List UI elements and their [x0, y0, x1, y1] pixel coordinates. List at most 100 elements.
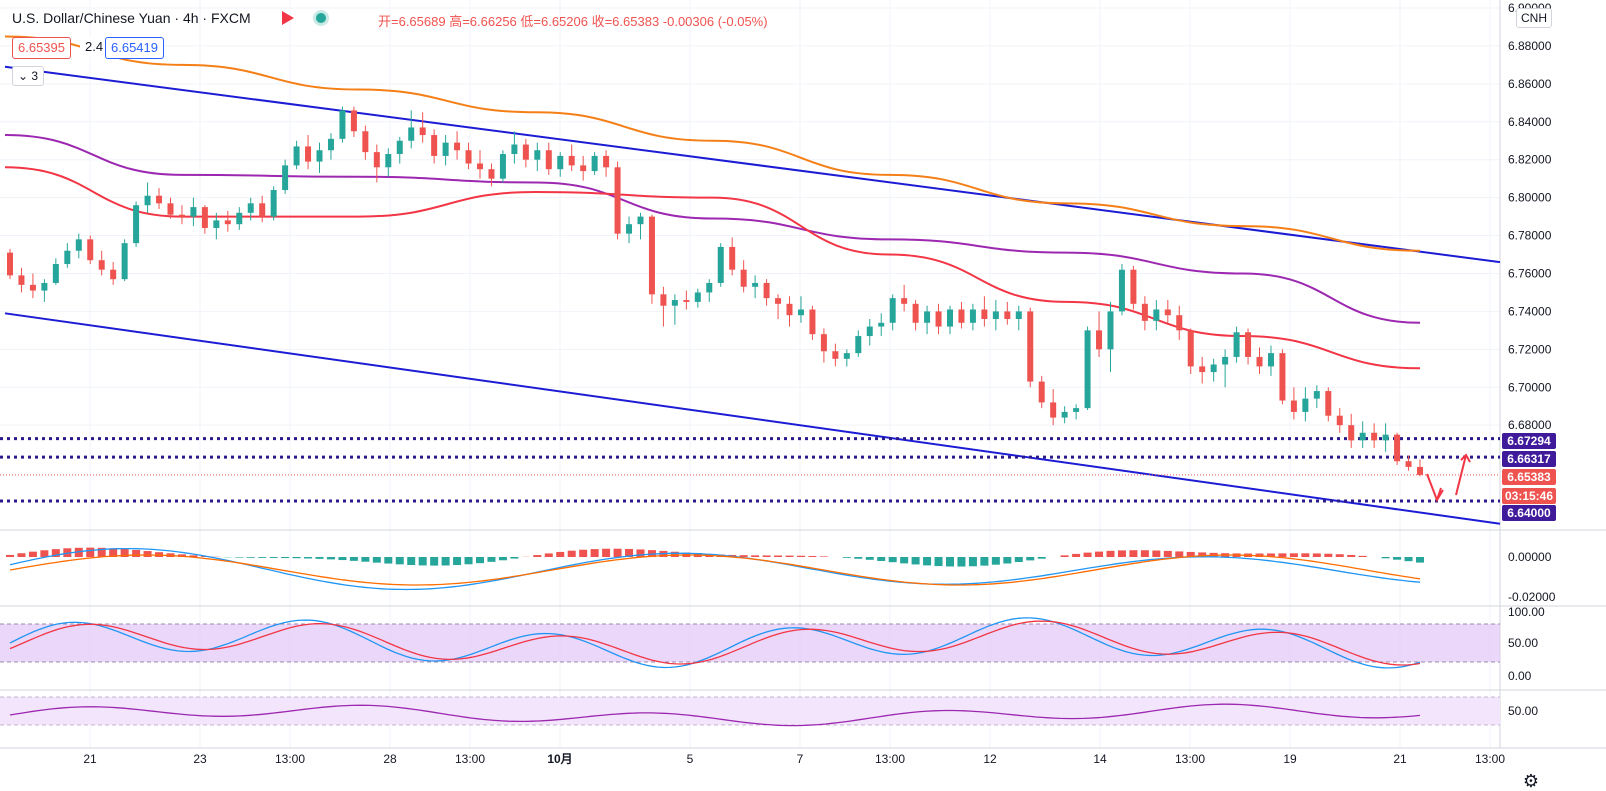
macd-bar — [567, 550, 576, 557]
trend-lines — [0, 35, 1501, 525]
ask-price[interactable]: 6.65419 — [105, 37, 164, 59]
macd-bar — [1278, 553, 1287, 557]
price-tick: 6.88000 — [1508, 39, 1552, 53]
candle — [499, 154, 506, 179]
macd-bar — [1152, 550, 1161, 557]
price-axis[interactable]: 6.68000 6.70000 6.72000 6.74000 6.76000 6.780… — [1508, 1, 1556, 718]
candle — [935, 311, 942, 327]
candle — [706, 282, 713, 293]
candle — [465, 150, 472, 164]
price-tick: 6.80000 — [1508, 191, 1552, 205]
time-tick: 10月 — [547, 752, 572, 766]
candle — [18, 275, 25, 285]
arrow-up-annotation — [1455, 453, 1471, 496]
time-tick: 13:00 — [455, 752, 485, 766]
bid-price[interactable]: 6.65395 — [12, 37, 71, 59]
macd-tick: -0.02000 — [1508, 590, 1556, 604]
symbol-title[interactable]: U.S. Dollar/Chinese Yuan · 4h · FXCM — [12, 10, 251, 26]
macd-bar — [900, 557, 909, 564]
macd-bar — [1416, 557, 1424, 563]
candle — [1394, 434, 1401, 462]
candle — [1199, 366, 1206, 373]
candle — [87, 239, 94, 261]
macd-bar — [6, 554, 14, 557]
candle — [889, 298, 896, 323]
candle — [1050, 402, 1057, 418]
candles — [7, 106, 1471, 503]
macd-bar — [579, 549, 588, 557]
time-axis[interactable]: 21 23 13:00 28 13:00 10月 5 7 13:00 12 14 13:00 19 21 1… — [83, 752, 1505, 766]
spread-value: 2.4 — [80, 37, 109, 57]
macd-bar — [739, 555, 748, 557]
macd-line — [9, 547, 1421, 591]
candle — [522, 144, 529, 160]
price-label-bg — [1502, 469, 1556, 485]
candle — [992, 311, 999, 319]
macd-bar — [957, 557, 966, 567]
candle — [1222, 356, 1229, 365]
candle — [660, 294, 667, 306]
candle — [637, 216, 644, 225]
candle — [167, 203, 174, 215]
candle — [843, 353, 850, 359]
macd-bar — [1060, 555, 1069, 557]
macd-bar — [590, 549, 599, 557]
price-label: 03:15:46 — [1505, 489, 1553, 503]
candle — [1336, 415, 1343, 426]
candle — [316, 150, 323, 162]
macd-bar — [670, 551, 679, 557]
candle — [408, 127, 415, 141]
price-tick: 6.84000 — [1508, 115, 1552, 129]
ma-orange — [4, 35, 1421, 252]
macd-bar — [17, 553, 26, 557]
macd-bar — [74, 547, 83, 557]
candle — [64, 250, 71, 264]
macd-bar — [796, 555, 805, 557]
price-label: 6.67294 — [1507, 434, 1551, 448]
macd-bar — [40, 550, 49, 557]
macd-bar — [281, 557, 290, 559]
flag-icon[interactable] — [282, 11, 294, 25]
macd-bar — [1324, 553, 1333, 557]
indicators-toggle[interactable]: ⌄ 3 — [12, 66, 45, 86]
price-label-bg — [1502, 433, 1556, 449]
macd-bar — [304, 557, 313, 559]
candle — [924, 311, 931, 323]
currency-badge[interactable]: CNH — [1516, 8, 1552, 28]
macd-bar — [762, 555, 771, 557]
candle — [1417, 466, 1423, 475]
price-label: 6.64000 — [1507, 506, 1551, 520]
time-tick: 13:00 — [275, 752, 305, 766]
candle — [1130, 269, 1137, 304]
stoch-tick: 0.00 — [1508, 669, 1532, 683]
gear-icon[interactable]: ⚙ — [1522, 771, 1540, 791]
macd-bar — [1014, 557, 1023, 563]
candle — [52, 264, 59, 283]
macd-bar — [338, 557, 347, 561]
candle — [327, 138, 334, 151]
macd-bar — [980, 557, 989, 566]
macd-bar — [1289, 553, 1298, 557]
candle — [1267, 353, 1274, 367]
candle — [1210, 364, 1217, 373]
time-tick: 13:00 — [875, 752, 905, 766]
candle — [477, 163, 483, 170]
macd-bar — [132, 549, 141, 557]
time-tick: 12 — [983, 752, 997, 766]
arrow-down-annotation — [1426, 473, 1444, 503]
macd-bar — [510, 557, 519, 559]
macd-bar — [625, 548, 634, 557]
candle — [568, 155, 575, 166]
candle — [1348, 425, 1355, 441]
macd-bar — [97, 547, 106, 557]
macd-bar — [865, 557, 874, 560]
candle — [270, 190, 277, 217]
time-tick: 5 — [687, 752, 694, 766]
candle — [259, 203, 266, 217]
macd-bar — [1186, 551, 1195, 557]
candle — [1290, 400, 1297, 412]
channel-lower — [4, 312, 1501, 525]
price-tick: 6.82000 — [1508, 153, 1552, 167]
macd-bar — [1404, 557, 1413, 562]
